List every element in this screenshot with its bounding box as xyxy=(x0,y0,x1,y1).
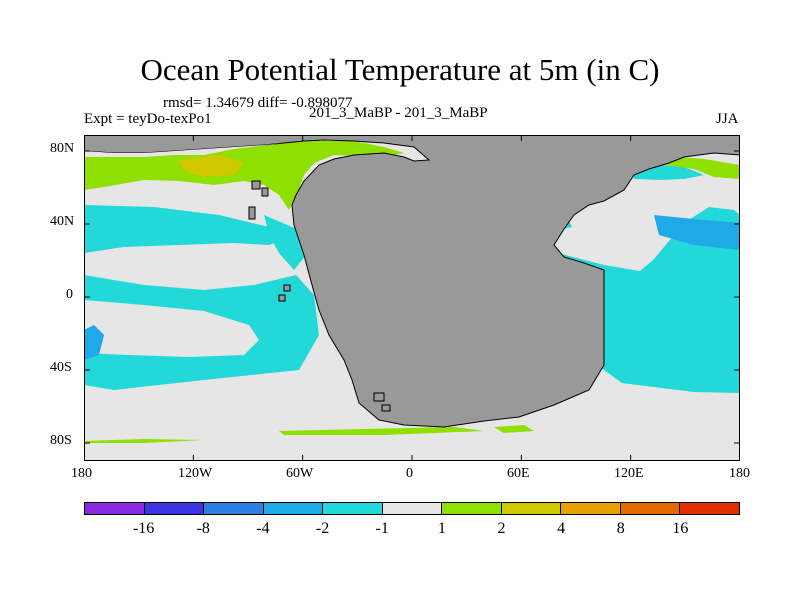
map-panel xyxy=(84,135,740,461)
warm-region-southern-3 xyxy=(494,425,534,433)
x-tick-label: 180 xyxy=(729,466,750,481)
cool-region-north-pacific xyxy=(84,205,284,253)
colorbar-label: 8 xyxy=(616,520,625,537)
colorbar-swatch xyxy=(143,502,205,515)
island xyxy=(283,284,291,292)
north-polar-neutral-zone xyxy=(84,143,284,157)
island xyxy=(248,206,256,220)
island xyxy=(261,187,269,197)
colorbar-label: 4 xyxy=(557,520,566,537)
warm-region-arctic xyxy=(84,141,404,210)
island xyxy=(278,294,286,302)
y-tick-label: 80N xyxy=(50,141,75,156)
map-svg xyxy=(84,135,740,461)
plot-title: Ocean Potential Temperature at 5m (in C) xyxy=(140,52,660,87)
x-tick-label: 60E xyxy=(507,466,530,481)
x-tick-label: 60W xyxy=(286,466,314,481)
colorbar-label: -8 xyxy=(196,520,210,537)
island xyxy=(251,180,261,190)
colorbar xyxy=(84,502,741,515)
cooler-patch-west xyxy=(84,325,104,360)
colorbar-label: -2 xyxy=(315,520,330,537)
colorbar-swatch xyxy=(262,502,324,515)
x-tick-label: 180 xyxy=(71,466,92,481)
stats-label: rmsd= 1.34679 diff= -0.898077 xyxy=(163,95,353,111)
center-label: 201_3_MaBP - 201_3_MaBP xyxy=(309,105,488,121)
warm-anomaly-regions xyxy=(84,141,740,443)
colorbar-swatch xyxy=(322,502,383,515)
season-label: JJA xyxy=(716,111,739,127)
colorbar-swatch xyxy=(84,502,145,515)
colorbar-swatch xyxy=(203,502,264,515)
warm-region-southern-2 xyxy=(279,427,484,435)
colorbar-swatch xyxy=(679,502,741,515)
x-tick-label: 120W xyxy=(178,466,213,481)
colorbar-label: 16 xyxy=(672,520,689,537)
island xyxy=(373,392,385,402)
cooler-patch-east xyxy=(654,215,740,250)
colorbar-label: -16 xyxy=(132,520,155,537)
x-tick-label: 120E xyxy=(614,466,644,481)
cool-region-tropical-pacific xyxy=(84,275,319,390)
y-tick-label: 40N xyxy=(50,214,75,229)
x-tick-label: 0 xyxy=(406,466,413,481)
y-tick-label: 0 xyxy=(66,287,73,302)
colorbar-swatch xyxy=(381,502,443,515)
warm-region-northeast xyxy=(654,155,740,179)
colorbar-swatch xyxy=(619,502,681,515)
warm-region-southern-1 xyxy=(84,439,204,443)
colorbar-swatch xyxy=(500,502,562,515)
colorbar-swatch xyxy=(560,502,621,515)
y-tick-label: 40S xyxy=(50,360,72,375)
experiment-label: Expt = teyDo-texPo1 xyxy=(84,111,212,127)
colorbar-label: 2 xyxy=(497,520,506,537)
island xyxy=(381,404,391,412)
supercontinent-landmass xyxy=(84,135,740,428)
colorbar-label: -1 xyxy=(375,520,389,537)
islands xyxy=(248,180,391,412)
colorbar-label: 1 xyxy=(437,520,446,537)
y-tick-label: 80S xyxy=(50,433,72,448)
colorbar-swatch xyxy=(441,502,502,515)
colorbar-label: -4 xyxy=(256,520,270,537)
warmer-anomaly-regions xyxy=(179,155,244,177)
warmer-patch-arctic xyxy=(179,155,244,177)
